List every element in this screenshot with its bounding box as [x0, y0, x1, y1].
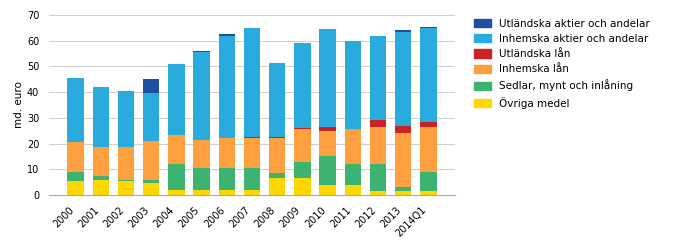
Bar — [344, 164, 361, 185]
Bar — [420, 127, 437, 172]
Bar — [420, 26, 437, 28]
Bar — [370, 120, 386, 127]
Bar — [193, 51, 210, 52]
Bar — [118, 148, 134, 180]
Bar — [269, 178, 286, 195]
Bar — [67, 181, 84, 195]
Bar — [67, 142, 84, 172]
Bar — [319, 29, 336, 127]
Bar — [218, 190, 235, 195]
Bar — [193, 52, 210, 140]
Bar — [92, 176, 109, 180]
Bar — [370, 127, 386, 164]
Bar — [319, 127, 336, 131]
Bar — [244, 28, 260, 137]
Bar — [294, 178, 311, 195]
Bar — [168, 64, 185, 134]
Bar — [370, 191, 386, 195]
Bar — [193, 140, 210, 168]
Bar — [143, 180, 160, 184]
Bar — [143, 94, 160, 141]
Bar — [420, 191, 437, 195]
Bar — [370, 164, 386, 191]
Bar — [168, 134, 185, 164]
Bar — [269, 62, 286, 137]
Bar — [92, 148, 109, 176]
Bar — [218, 138, 235, 168]
Bar — [294, 128, 311, 130]
Bar — [143, 141, 160, 180]
Bar — [269, 173, 286, 178]
Legend: Utländska aktier och andelar, Inhemska aktier och andelar, Utländska lån, Inhems: Utländska aktier och andelar, Inhemska a… — [473, 16, 652, 111]
Bar — [420, 172, 437, 191]
Bar — [244, 138, 260, 168]
Bar — [420, 28, 437, 122]
Bar — [294, 162, 311, 178]
Bar — [218, 34, 235, 35]
Bar — [67, 78, 84, 142]
Bar — [92, 87, 109, 148]
Bar — [319, 156, 336, 185]
Y-axis label: md. euro: md. euro — [14, 82, 24, 128]
Bar — [92, 180, 109, 195]
Bar — [244, 168, 260, 190]
Bar — [344, 185, 361, 195]
Bar — [395, 133, 412, 187]
Bar — [370, 36, 386, 120]
Bar — [168, 190, 185, 195]
Bar — [244, 190, 260, 195]
Bar — [344, 130, 361, 164]
Bar — [395, 32, 412, 126]
Bar — [143, 79, 160, 94]
Bar — [168, 164, 185, 190]
Bar — [67, 172, 84, 181]
Bar — [218, 36, 235, 138]
Bar — [118, 180, 134, 181]
Bar — [395, 30, 412, 32]
Bar — [269, 138, 286, 173]
Bar — [269, 137, 286, 138]
Bar — [294, 130, 311, 162]
Bar — [420, 122, 437, 127]
Bar — [118, 91, 134, 148]
Bar — [118, 181, 134, 195]
Bar — [193, 190, 210, 195]
Bar — [344, 41, 361, 130]
Bar — [395, 187, 412, 191]
Bar — [319, 131, 336, 156]
Bar — [319, 185, 336, 195]
Bar — [395, 191, 412, 195]
Bar — [244, 137, 260, 138]
Bar — [218, 168, 235, 190]
Bar — [294, 43, 311, 128]
Bar — [395, 126, 412, 133]
Bar — [193, 168, 210, 190]
Bar — [143, 184, 160, 195]
